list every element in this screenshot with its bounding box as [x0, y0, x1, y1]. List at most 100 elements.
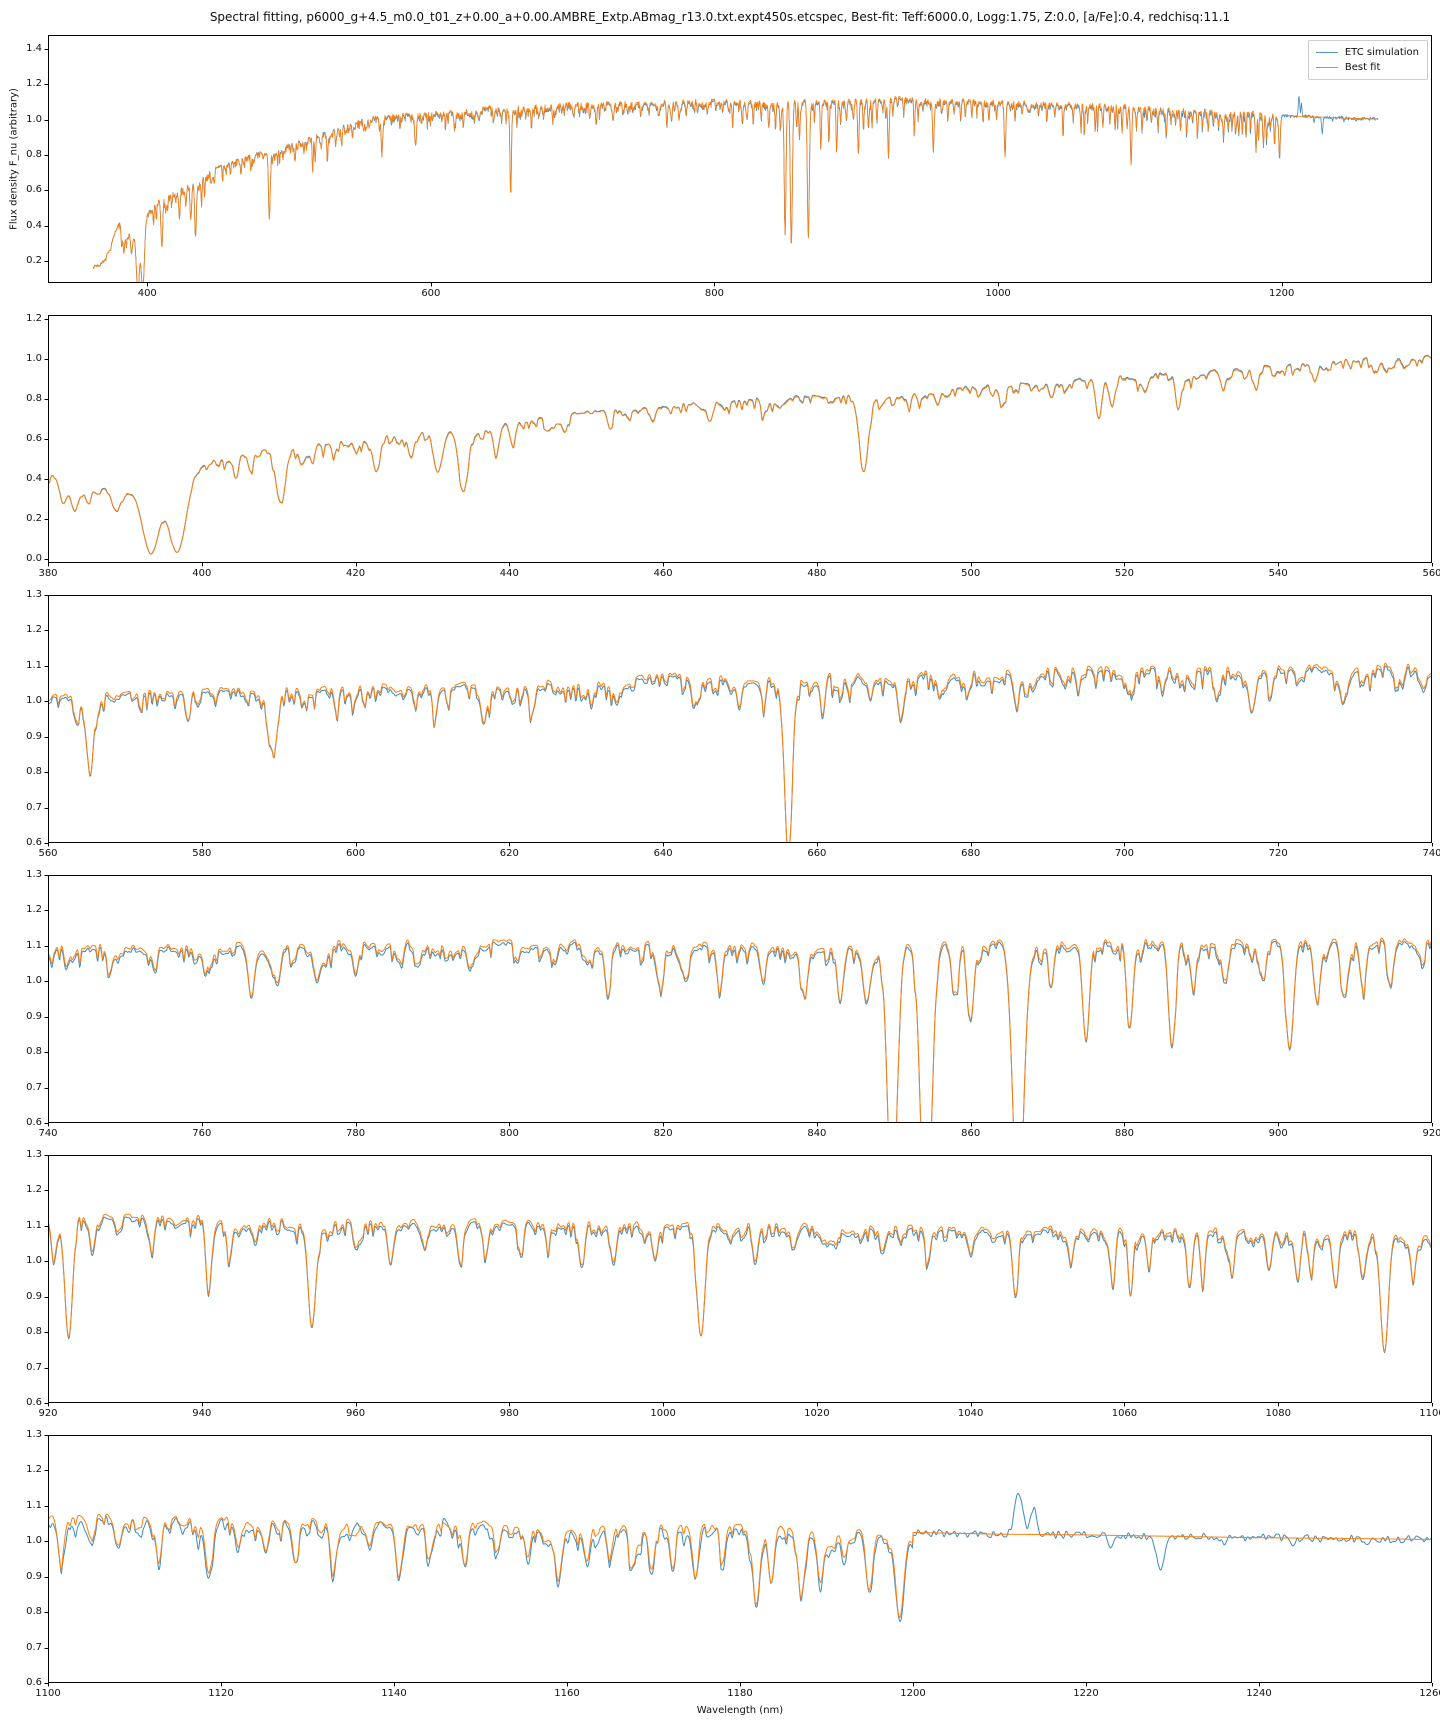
x-tick-label: 740 — [1422, 848, 1440, 859]
y-tick-label: 0.8 — [26, 393, 42, 404]
y-tick-label: 0.6 — [26, 184, 42, 196]
best-fit-line — [48, 937, 1432, 1123]
axes-frame — [44, 1155, 1433, 1407]
legend-line-sample-best-fit — [1315, 67, 1338, 68]
y-tick-label: 1.1 — [26, 1499, 42, 1511]
x-tick-label: 1240 — [1246, 1688, 1272, 1699]
subplot-2-region-380-560-canvas — [44, 315, 1433, 567]
x-tick-label: 460 — [653, 568, 673, 579]
etc-simulation-line — [93, 95, 1379, 283]
subplot-4-region-740-920-canvas — [44, 875, 1433, 1127]
x-tick-label: 860 — [961, 1128, 981, 1139]
x-tick-label: 820 — [653, 1128, 673, 1139]
x-tick-label: 540 — [1268, 568, 1288, 579]
y-tick-label: 1.0 — [26, 1535, 42, 1547]
y-tick-label: 0.0 — [26, 553, 42, 564]
y-tick-label: 1.0 — [26, 353, 42, 364]
legend-label-etc-simulation: ETC simulation — [1344, 47, 1419, 58]
y-tick-label: 1.2 — [26, 1184, 42, 1196]
y-tick-label: 0.7 — [26, 1081, 42, 1093]
x-tick-label: 920 — [1422, 1128, 1440, 1139]
y-tick-label: 0.6 — [26, 1677, 42, 1688]
x-tick-label: 840 — [807, 1128, 827, 1139]
y-tick-label: 0.9 — [26, 1010, 42, 1022]
x-tick-label: 780 — [346, 1128, 366, 1139]
legend-item-etc-simulation: ETC simulation — [1315, 45, 1419, 60]
legend-line-sample-etc-simulation — [1315, 52, 1338, 53]
y-tick-label: 1.2 — [26, 624, 42, 636]
best-fit-line — [48, 1213, 1432, 1353]
x-tick-label: 1160 — [554, 1688, 580, 1699]
x-tick-label: 560 — [38, 848, 58, 859]
y-tick-label: 1.3 — [26, 589, 42, 600]
subplot-1-full-spectrum-canvas — [44, 35, 1432, 287]
etc-simulation-line — [48, 940, 1432, 1123]
x-tick-label: 1180 — [727, 1688, 753, 1699]
y-tick-label: 0.7 — [26, 801, 42, 813]
x-tick-label: 740 — [38, 1128, 58, 1139]
x-axis-label: Wavelength (nm) — [696, 1705, 784, 1716]
axes-frame — [44, 1435, 1433, 1687]
subplot-5-region-920-1100-canvas — [44, 1155, 1433, 1407]
y-tick-label: 1.3 — [26, 1149, 42, 1160]
x-tick-label: 800 — [704, 288, 725, 299]
x-tick-label: 480 — [807, 568, 827, 579]
x-tick-label: 1020 — [804, 1408, 830, 1419]
x-tick-label: 800 — [499, 1128, 519, 1139]
y-tick-label: 0.8 — [26, 149, 42, 161]
y-tick-label: 1.2 — [26, 904, 42, 916]
y-tick-label: 0.9 — [26, 1570, 42, 1582]
x-tick-label: 380 — [38, 568, 58, 579]
y-tick-label: 0.2 — [26, 254, 42, 266]
x-tick-label: 760 — [192, 1128, 212, 1139]
y-tick-label: 0.7 — [26, 1361, 42, 1373]
x-tick-label: 500 — [961, 568, 981, 579]
y-tick-label: 1.4 — [26, 43, 42, 55]
y-tick-label: 1.3 — [26, 869, 42, 880]
legend-item-best-fit: Best fit — [1315, 60, 1419, 75]
x-tick-label: 1000 — [985, 288, 1011, 299]
plot-title: Spectral fitting, p6000_g+4.5_m0.0_t01_z… — [209, 10, 1231, 24]
best-fit-line — [48, 662, 1432, 843]
y-tick-label: 0.8 — [26, 766, 42, 778]
y-tick-label: 0.6 — [26, 837, 42, 848]
x-tick-label: 960 — [346, 1408, 366, 1419]
y-tick-label: 1.0 — [26, 113, 42, 125]
x-tick-label: 580 — [192, 848, 212, 859]
etc-simulation-line — [48, 1216, 1432, 1354]
x-tick-label: 1100 — [1419, 1408, 1440, 1419]
x-tick-label: 720 — [1268, 848, 1288, 859]
axes-frame — [44, 35, 1432, 287]
y-tick-label: 1.2 — [26, 313, 42, 325]
x-tick-label: 920 — [38, 1408, 58, 1419]
y-tick-label: 0.4 — [26, 473, 42, 484]
y-tick-label: 1.0 — [26, 695, 42, 707]
y-tick-label: 0.6 — [26, 1397, 42, 1408]
y-tick-label: 0.4 — [26, 219, 42, 231]
x-tick-label: 600 — [421, 288, 441, 299]
subplot-3-region-560-740: 560 580 600 620 640 660 680 700 720 740 0.6 0.7 0.8 0… — [26, 589, 1440, 859]
y-tick-label: 1.0 — [26, 975, 42, 987]
legend: ETC simulation Best fit — [1307, 40, 1428, 80]
x-tick-label: 520 — [1114, 568, 1134, 579]
x-tick-label: 420 — [346, 568, 366, 579]
y-tick-label: 0.8 — [26, 1606, 42, 1618]
subplot-4-region-740-920: 740 760 780 800 820 840 860 880 900 920 0.6 0.7 0.8 0… — [26, 869, 1440, 1139]
legend-label-best-fit: Best fit — [1344, 62, 1381, 73]
x-tick-label: 940 — [192, 1408, 212, 1419]
x-tick-label: 700 — [1114, 848, 1134, 859]
subplot-2-region-380-560: 380 400 420 440 460 480 500 520 540 560 0.0 0.2 0.4 0… — [26, 313, 1440, 579]
y-tick-label: 0.8 — [26, 1326, 42, 1338]
x-tick-label: 900 — [1268, 1128, 1288, 1139]
x-tick-label: 1000 — [650, 1408, 676, 1419]
best-fit-line — [48, 1513, 1432, 1618]
x-tick-label: 1060 — [1111, 1408, 1138, 1419]
best-fit-line — [93, 95, 1379, 283]
x-tick-label: 400 — [137, 288, 157, 299]
y-tick-label: 1.1 — [26, 939, 42, 951]
x-tick-label: 440 — [499, 568, 519, 579]
x-tick-label: 640 — [653, 848, 673, 859]
